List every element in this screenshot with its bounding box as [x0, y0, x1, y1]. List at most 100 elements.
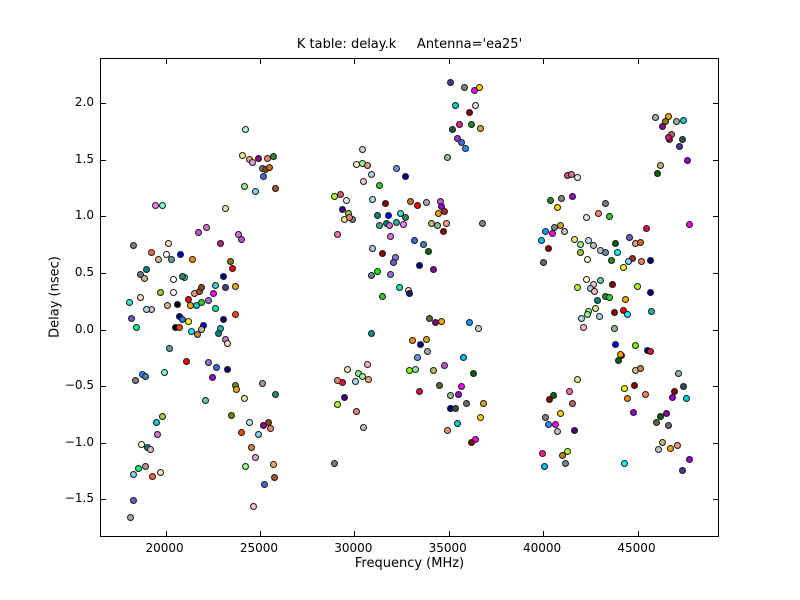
- data-point: [612, 340, 620, 348]
- data-point: [594, 296, 602, 304]
- data-point: [129, 471, 137, 479]
- data-point: [423, 199, 431, 207]
- data-point: [636, 238, 644, 246]
- data-point: [576, 249, 584, 257]
- data-point: [233, 386, 241, 394]
- data-point: [402, 173, 410, 181]
- data-point: [561, 227, 569, 235]
- data-point: [176, 323, 184, 331]
- data-point: [194, 228, 202, 236]
- data-point: [685, 220, 693, 228]
- data-point: [157, 468, 165, 476]
- data-point: [353, 407, 361, 415]
- data-point: [389, 259, 397, 267]
- data-point: [476, 124, 484, 132]
- y-tick-label: 1.0: [74, 208, 94, 223]
- data-point: [170, 276, 178, 284]
- data-point: [619, 306, 627, 314]
- data-point: [446, 391, 454, 399]
- data-point: [584, 311, 592, 319]
- tick-mark: [448, 531, 450, 536]
- data-point: [368, 329, 376, 337]
- data-point: [413, 201, 421, 209]
- data-point: [238, 429, 246, 437]
- data-point: [204, 296, 212, 304]
- data-point: [336, 191, 344, 199]
- data-point: [647, 308, 655, 316]
- data-point: [625, 234, 633, 242]
- data-point: [161, 369, 169, 377]
- data-point: [571, 235, 579, 243]
- data-point: [476, 414, 484, 422]
- data-point: [269, 460, 277, 468]
- data-point: [610, 325, 618, 332]
- data-point: [248, 443, 256, 451]
- data-point: [252, 187, 260, 195]
- data-point: [441, 208, 449, 216]
- data-point: [422, 336, 430, 344]
- data-point: [584, 255, 592, 263]
- x-tick-label: 25000: [239, 541, 279, 555]
- data-point: [254, 155, 262, 163]
- data-point: [242, 125, 250, 133]
- data-point: [381, 200, 389, 208]
- y-tick-label: −0.5: [64, 378, 94, 393]
- data-point: [132, 377, 140, 385]
- tick-mark: [101, 103, 106, 105]
- data-point: [637, 258, 645, 266]
- data-point: [376, 182, 384, 190]
- data-point: [596, 277, 604, 285]
- tick-mark: [713, 442, 718, 444]
- data-point: [571, 426, 579, 434]
- data-point: [249, 502, 257, 510]
- data-point: [673, 117, 681, 125]
- data-point: [553, 428, 561, 436]
- data-point: [448, 125, 456, 133]
- data-point: [685, 456, 693, 464]
- data-point: [675, 370, 683, 378]
- data-point: [538, 449, 546, 457]
- data-point: [149, 473, 157, 481]
- data-point: [183, 357, 191, 365]
- data-point: [420, 241, 428, 249]
- data-point: [165, 240, 173, 248]
- data-point: [647, 347, 655, 355]
- data-point: [384, 211, 392, 219]
- data-point: [573, 375, 581, 383]
- data-point: [479, 399, 487, 407]
- data-point: [679, 466, 687, 474]
- data-point: [468, 439, 476, 447]
- data-point: [210, 289, 217, 297]
- data-point: [132, 323, 140, 331]
- tick-mark: [101, 159, 106, 161]
- tick-mark: [713, 216, 718, 218]
- y-tick-label: 1.5: [74, 151, 94, 166]
- data-point: [211, 304, 219, 312]
- data-point: [462, 399, 470, 407]
- data-point: [364, 375, 372, 383]
- data-point: [455, 390, 463, 398]
- tick-mark: [354, 531, 356, 536]
- data-point: [240, 183, 248, 191]
- data-point: [451, 405, 459, 413]
- data-point: [220, 315, 228, 323]
- tick-mark: [713, 386, 718, 388]
- y-tick-label: −1.0: [64, 434, 94, 449]
- data-point: [374, 211, 382, 219]
- data-point: [552, 421, 560, 429]
- data-point: [550, 391, 558, 399]
- data-point: [271, 184, 279, 192]
- data-point: [466, 108, 474, 116]
- tick-mark: [713, 499, 718, 501]
- x-tick-label: 45000: [617, 541, 656, 555]
- tick-mark: [448, 59, 450, 64]
- data-point: [585, 236, 593, 244]
- data-point: [411, 236, 419, 244]
- data-point: [582, 276, 590, 284]
- data-point: [438, 318, 446, 326]
- data-point: [192, 302, 200, 310]
- data-point: [220, 272, 228, 280]
- data-point: [231, 311, 239, 319]
- data-point: [446, 79, 454, 87]
- data-point: [405, 289, 413, 297]
